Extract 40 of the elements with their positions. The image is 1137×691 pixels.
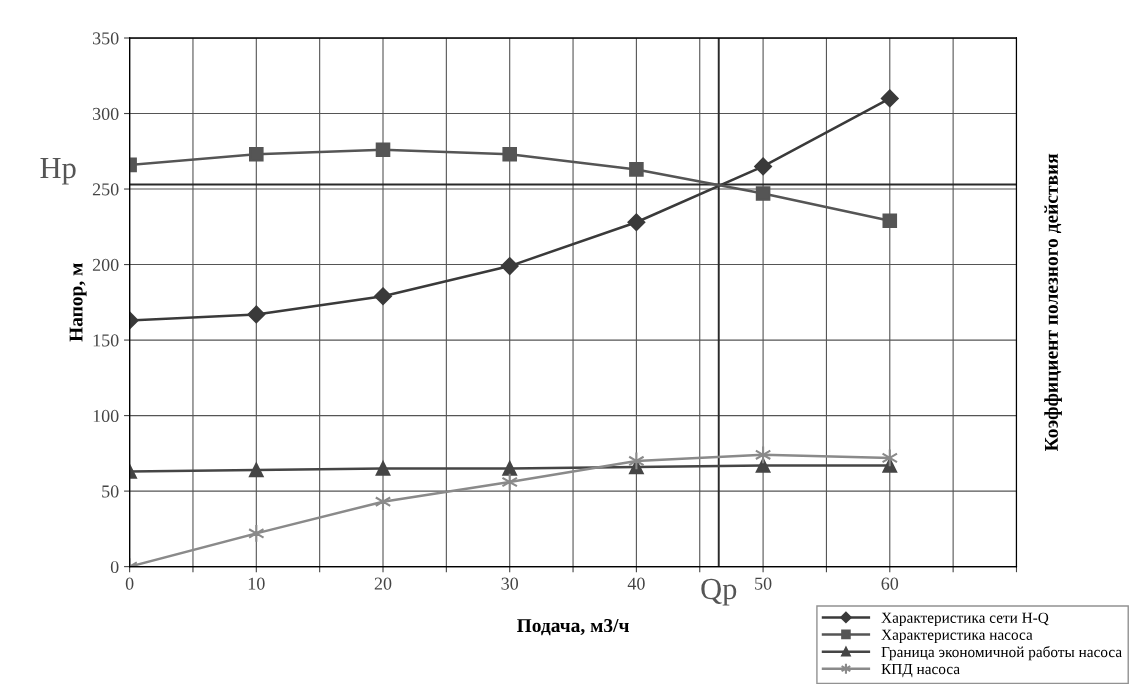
point <box>755 458 771 473</box>
x-tick-label: 10 <box>248 577 265 590</box>
y-tick-label: 250 <box>92 183 119 196</box>
point <box>755 186 771 201</box>
y2-axis-title: Коэффициент полезного действия <box>1044 153 1062 452</box>
point <box>249 147 264 162</box>
x-tick-label: 0 <box>125 577 134 590</box>
y-tick-label: 300 <box>92 107 119 120</box>
point <box>500 257 519 275</box>
y-tick-label: 100 <box>93 409 119 423</box>
point <box>374 287 392 306</box>
y-tick-label: 150 <box>93 334 119 347</box>
point <box>249 462 264 478</box>
y-axis-title: Напор, м <box>69 263 87 342</box>
x-tick-label: 60 <box>881 577 899 590</box>
y-tick-label: 0 <box>110 560 119 574</box>
legend-label: Характеристика сети H-Q <box>881 612 1049 626</box>
y-tick-label: 350 <box>92 32 119 45</box>
x-axis-title: Подача, м3/ч <box>517 619 629 636</box>
x-tick-label: 40 <box>627 577 645 590</box>
point <box>880 89 899 108</box>
x-tick-label: 20 <box>374 577 392 590</box>
x-tick-label: 50 <box>755 577 772 590</box>
point <box>502 461 517 476</box>
point <box>882 213 898 229</box>
point <box>627 213 646 232</box>
legend-label: Граница экономичной работы насоса <box>881 646 1122 661</box>
point <box>754 157 772 176</box>
legend-label: КПД насоса <box>881 663 960 678</box>
point <box>375 142 391 158</box>
legend-label: Характеристика насоса <box>881 629 1033 643</box>
ref-line-label: Нр <box>40 157 76 185</box>
ref-line-label: Qр <box>701 578 737 606</box>
x-tick-label: 30 <box>501 577 519 590</box>
y-tick-label: 200 <box>92 258 119 271</box>
point <box>247 305 266 324</box>
point <box>375 461 391 476</box>
y-tick-label: 50 <box>102 485 119 498</box>
point <box>629 162 644 177</box>
point <box>502 147 517 162</box>
